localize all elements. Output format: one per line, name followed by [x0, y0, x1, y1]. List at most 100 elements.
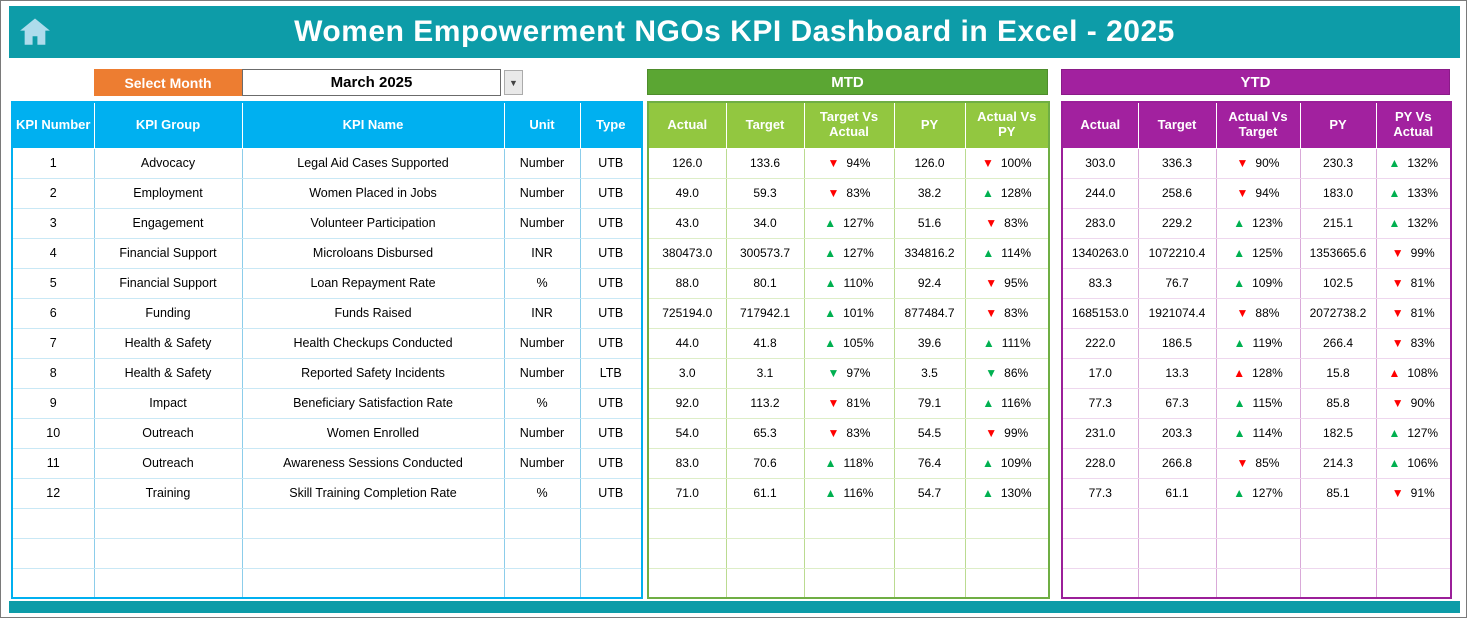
ytd-actual-vs-target-cell: ▲ 128%: [1216, 358, 1301, 389]
kpi-number-cell: [12, 568, 95, 599]
down-arrow-icon: ▼: [827, 156, 840, 170]
kpi-row: 3 Engagement Volunteer Participation Number…: [12, 208, 643, 239]
kpi-name-cell: Microloans Disbursed: [242, 238, 505, 269]
empty-row: [1062, 568, 1452, 599]
kpi-row: 10 Outreach Women Enrolled Number UTB: [12, 418, 643, 449]
mtd-py-cell: 79.1: [894, 388, 966, 419]
kpi-group-cell: Impact: [94, 388, 243, 419]
percent-value: 94%: [1255, 186, 1280, 200]
down-arrow-icon: ▼: [985, 276, 998, 290]
empty-row: [12, 508, 643, 539]
ytd-actual-vs-target-cell: ▼ 90%: [1216, 148, 1301, 179]
percent-value: 101%: [843, 306, 874, 320]
ytd-table-header-row: Actual Target Actual Vs Target PY PY Vs …: [1061, 101, 1452, 149]
mtd-actual-vs-py-cell: [965, 538, 1050, 569]
empty-row: [12, 568, 643, 599]
mtd-actual-vs-py-cell: ▼ 86%: [965, 358, 1050, 389]
down-arrow-icon: ▼: [1236, 186, 1249, 200]
dropdown-arrow-icon[interactable]: ▼: [504, 70, 523, 95]
empty-row: [1062, 538, 1452, 569]
kpi-number-cell: 4: [12, 238, 95, 269]
ytd-actual-cell: 228.0: [1062, 448, 1139, 479]
down-arrow-icon: ▼: [981, 156, 994, 170]
mtd-target-vs-actual-cell: ▲ 127%: [804, 208, 895, 239]
ytd-target-cell: 67.3: [1138, 388, 1217, 419]
kpi-name-cell: [242, 538, 505, 569]
up-arrow-icon: ▲: [824, 336, 837, 350]
kpi-number-cell: 7: [12, 328, 95, 359]
mtd-py-cell: 51.6: [894, 208, 966, 239]
kpi-row: 9 Impact Beneficiary Satisfaction Rate% UTB: [12, 388, 643, 419]
mtd-row: 49.0 59.3 ▼ 83% 38.2 ▲ 128%: [648, 178, 1050, 209]
unit-cell: Number: [504, 448, 581, 479]
percent-value: 111%: [1001, 336, 1031, 350]
kpi-number-cell: 6: [12, 298, 95, 329]
mtd-actual-cell: 126.0: [648, 148, 727, 179]
mtd-actual-cell: 83.0: [648, 448, 727, 479]
kpi-number-header: KPI Number: [11, 101, 95, 149]
kpi-name-cell: [242, 508, 505, 539]
type-cell: UTB: [580, 268, 643, 299]
type-cell: UTB: [580, 448, 643, 479]
ytd-py-vs-actual-cell: [1376, 568, 1452, 599]
kpi-name-cell: Awareness Sessions Conducted: [242, 448, 505, 479]
ytd-actual-vs-target-cell: ▲ 119%: [1216, 328, 1301, 359]
up-arrow-icon: ▲: [1388, 156, 1401, 170]
kpi-number-cell: 1: [12, 148, 95, 179]
percent-value: 83%: [1004, 306, 1029, 320]
type-cell: LTB: [580, 358, 643, 389]
type-header: Type: [579, 101, 643, 149]
mtd-table-body: 126.0 133.6 ▼ 94% 126.0 ▼ 100% 49.0 59.3 ▼ 83% 38.2…: [648, 148, 1050, 599]
ytd-actual-cell: 77.3: [1062, 478, 1139, 509]
mtd-target-vs-actual-cell: [804, 538, 895, 569]
mtd-py-cell: 76.4: [894, 448, 966, 479]
up-arrow-icon: ▲: [824, 486, 837, 500]
ytd-actual-cell: 17.0: [1062, 358, 1139, 389]
month-dropdown[interactable]: March 2025: [242, 69, 501, 96]
ytd-actual-cell: 231.0: [1062, 418, 1139, 449]
percent-value: 91%: [1410, 486, 1435, 500]
ytd-actual-vs-target-cell: ▼ 88%: [1216, 298, 1301, 329]
type-cell: UTB: [580, 238, 643, 269]
unit-cell: %: [504, 478, 581, 509]
ytd-py-cell: 2072738.2: [1300, 298, 1377, 329]
ytd-py-cell: 102.5: [1300, 268, 1377, 299]
kpi-name-cell: Reported Safety Incidents: [242, 358, 505, 389]
mtd-actual-cell: 43.0: [648, 208, 727, 239]
percent-value: 127%: [843, 246, 874, 260]
ytd-py-cell: 182.5: [1300, 418, 1377, 449]
kpi-table-body: 1 Advocacy Legal Aid Cases Supported Number…: [12, 148, 643, 599]
kpi-name-cell: Women Placed in Jobs: [242, 178, 505, 209]
percent-value: 85%: [1255, 456, 1280, 470]
down-arrow-icon: ▼: [985, 306, 998, 320]
ytd-row: 1340263.0 1072210.4 ▲ 125% 1353665.6 ▼ 99%: [1062, 238, 1452, 269]
home-icon[interactable]: [12, 9, 58, 55]
mtd-target-cell: 41.8: [726, 328, 805, 359]
ytd-row: 303.0 336.3 ▼ 90% 230.3 ▲ 132%: [1062, 148, 1452, 179]
mtd-target-vs-actual-cell: ▲ 101%: [804, 298, 895, 329]
mtd-py-cell: 92.4: [894, 268, 966, 299]
percent-value: 116%: [843, 486, 874, 500]
kpi-number-cell: 2: [12, 178, 95, 209]
empty-row: [12, 538, 643, 569]
up-arrow-icon: ▲: [1233, 246, 1246, 260]
ytd-py-vs-actual-cell: ▲ 108%: [1376, 358, 1452, 389]
mtd-actual-vs-py-cell: ▲ 128%: [965, 178, 1050, 209]
ytd-target-cell: 258.6: [1138, 178, 1217, 209]
percent-value: 119%: [1252, 336, 1283, 350]
ytd-target-cell: [1138, 538, 1217, 569]
ytd-actual-vs-target-cell: ▲ 125%: [1216, 238, 1301, 269]
up-arrow-icon: ▲: [1233, 276, 1246, 290]
percent-value: 125%: [1252, 246, 1283, 260]
kpi-row: 11 Outreach Awareness Sessions Conducted Nu…: [12, 448, 643, 479]
mtd-py-cell: 126.0: [894, 148, 966, 179]
kpi-name-header: KPI Name: [241, 101, 505, 149]
kpi-group-cell: Employment: [94, 178, 243, 209]
kpi-row: 2 Employment Women Placed in Jobs Number UTB: [12, 178, 643, 209]
down-arrow-icon: ▼: [1236, 156, 1249, 170]
up-arrow-icon: ▲: [1388, 456, 1401, 470]
ytd-actual-cell: 244.0: [1062, 178, 1139, 209]
ytd-actual-cell: [1062, 508, 1139, 539]
mtd-target-cell: 717942.1: [726, 298, 805, 329]
up-arrow-icon: ▲: [982, 336, 995, 350]
